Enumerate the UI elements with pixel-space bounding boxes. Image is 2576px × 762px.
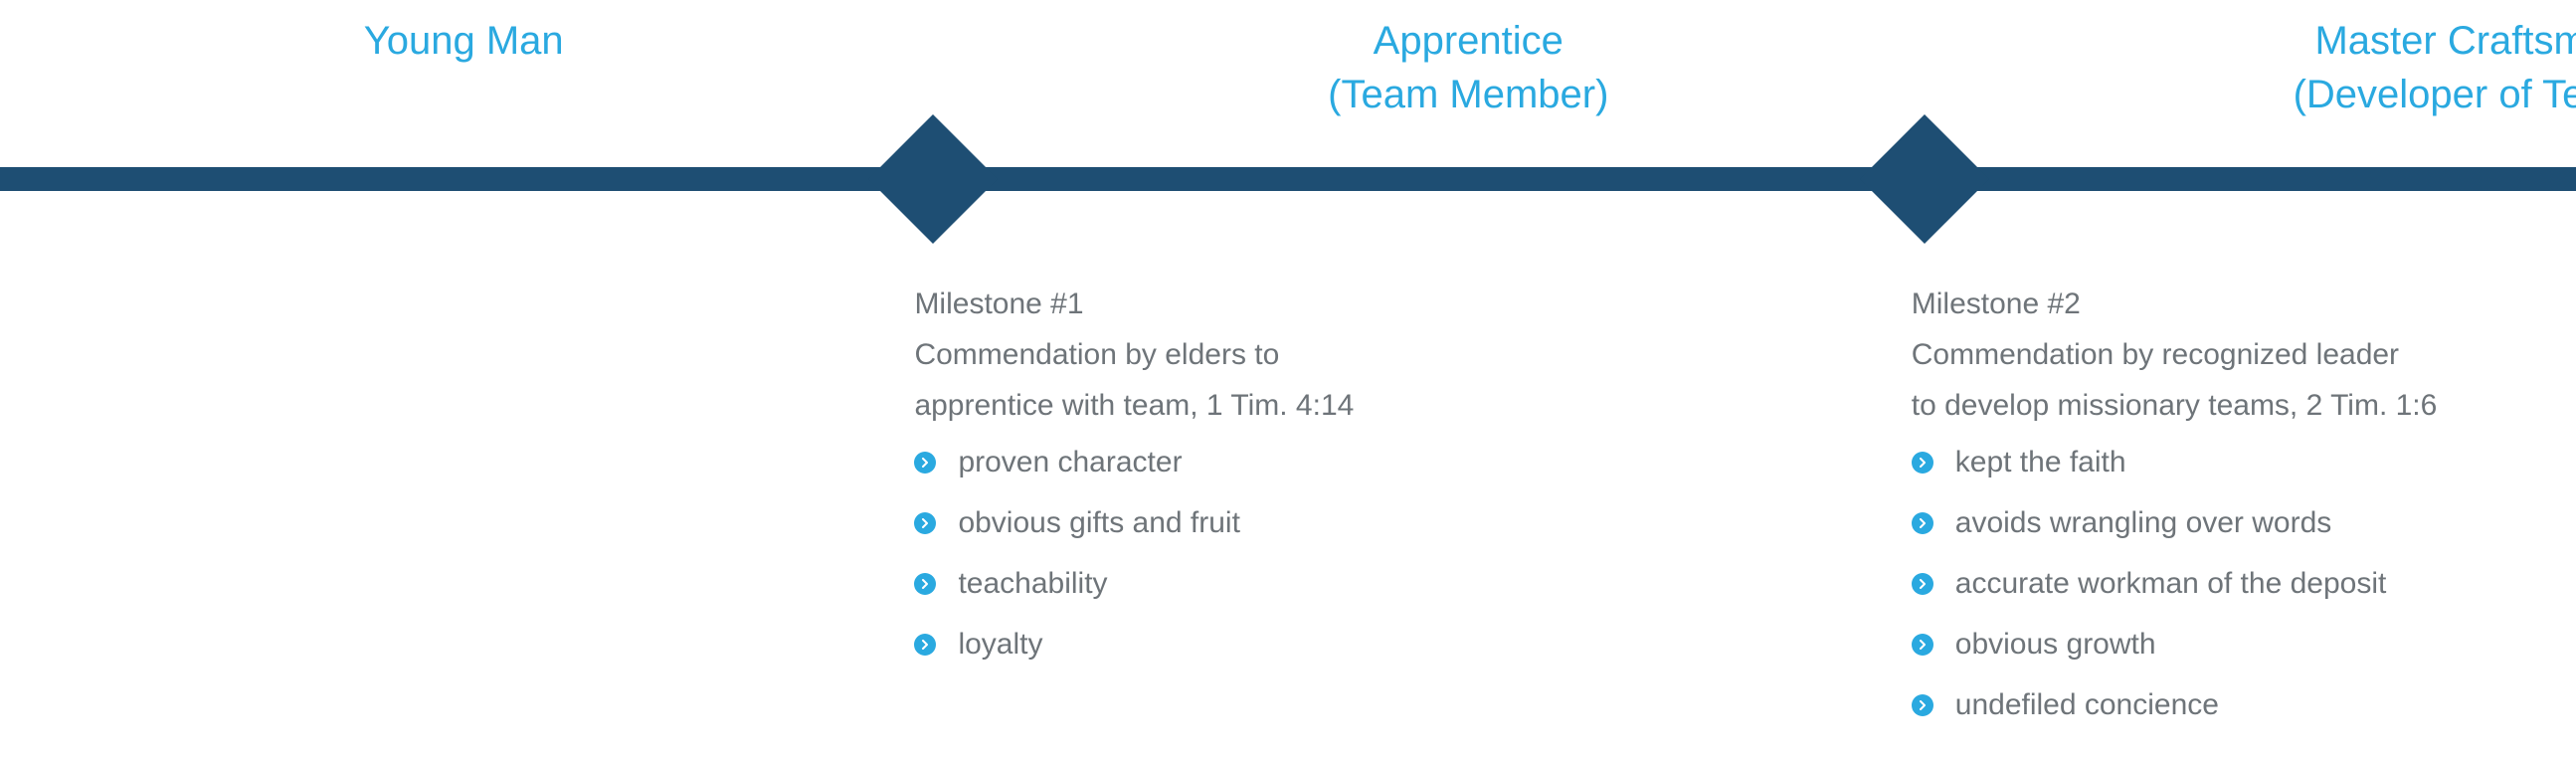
- bullet-text: undefiled concience: [1955, 679, 2219, 730]
- milestone-desc-line: apprentice with team, 1 Tim. 4:14: [914, 380, 1431, 431]
- bullet-item: accurate workman of the deposit: [1912, 558, 2528, 609]
- bullet-item: teachability: [914, 558, 1431, 609]
- bullet-text: obvious gifts and fruit: [958, 497, 1240, 548]
- milestone-block-2: Milestone #2Commendation by recognized l…: [1912, 279, 2528, 740]
- stage-subtitle: (Team Member): [1050, 68, 1886, 121]
- bullet-text: proven character: [958, 437, 1182, 487]
- milestone-desc-line: to develop missionary teams, 2 Tim. 1:6: [1912, 380, 2528, 431]
- stage-heading-0: Young Man: [46, 14, 881, 68]
- bullet-item: undefiled concience: [1912, 679, 2528, 730]
- bullet-text: kept the faith: [1955, 437, 2126, 487]
- bullet-text: avoids wrangling over words: [1955, 497, 2332, 548]
- milestone-title: Milestone #1: [914, 279, 1431, 329]
- milestone-block-1: Milestone #1Commendation by elders toapp…: [914, 279, 1431, 679]
- bullet-item: obvious growth: [1912, 619, 2528, 669]
- bullet-text: teachability: [958, 558, 1107, 609]
- bullet-text: obvious growth: [1955, 619, 2156, 669]
- bullet-text: accurate workman of the deposit: [1955, 558, 2387, 609]
- milestone-desc-line: Commendation by elders to: [914, 329, 1431, 380]
- milestone-title: Milestone #2: [1912, 279, 2528, 329]
- milestone-desc-line: Commendation by recognized leader: [1912, 329, 2528, 380]
- timeline-bar: [0, 167, 2576, 191]
- bullet-item: kept the faith: [1912, 437, 2528, 487]
- timeline-diamond-1: [868, 114, 998, 244]
- milestone-bullet-list: kept the faith avoids wrangling over word…: [1912, 437, 2528, 730]
- chevron-right-circle-icon: [914, 512, 936, 534]
- stage-title: Master Craftsman: [2055, 14, 2576, 68]
- bullet-item: obvious gifts and fruit: [914, 497, 1431, 548]
- stage-title: Young Man: [46, 14, 881, 68]
- chevron-right-circle-icon: [914, 573, 936, 595]
- chevron-right-circle-icon: [1912, 573, 1933, 595]
- stage-subtitle: (Developer of Team): [2055, 68, 2576, 121]
- milestone-bullet-list: proven character obvious gifts and fruit t…: [914, 437, 1431, 669]
- stage-heading-2: Master Craftsman(Developer of Team): [2055, 14, 2576, 121]
- stage-title: Apprentice: [1050, 14, 1886, 68]
- chevron-right-circle-icon: [1912, 512, 1933, 534]
- stage-heading-1: Apprentice(Team Member): [1050, 14, 1886, 121]
- chevron-right-circle-icon: [1912, 694, 1933, 716]
- chevron-right-circle-icon: [914, 452, 936, 474]
- chevron-right-circle-icon: [1912, 634, 1933, 656]
- bullet-text: loyalty: [958, 619, 1042, 669]
- bullet-item: loyalty: [914, 619, 1431, 669]
- chevron-right-circle-icon: [1912, 452, 1933, 474]
- chevron-right-circle-icon: [914, 634, 936, 656]
- bullet-item: avoids wrangling over words: [1912, 497, 2528, 548]
- timeline-diamond-2: [1860, 114, 1989, 244]
- bullet-item: proven character: [914, 437, 1431, 487]
